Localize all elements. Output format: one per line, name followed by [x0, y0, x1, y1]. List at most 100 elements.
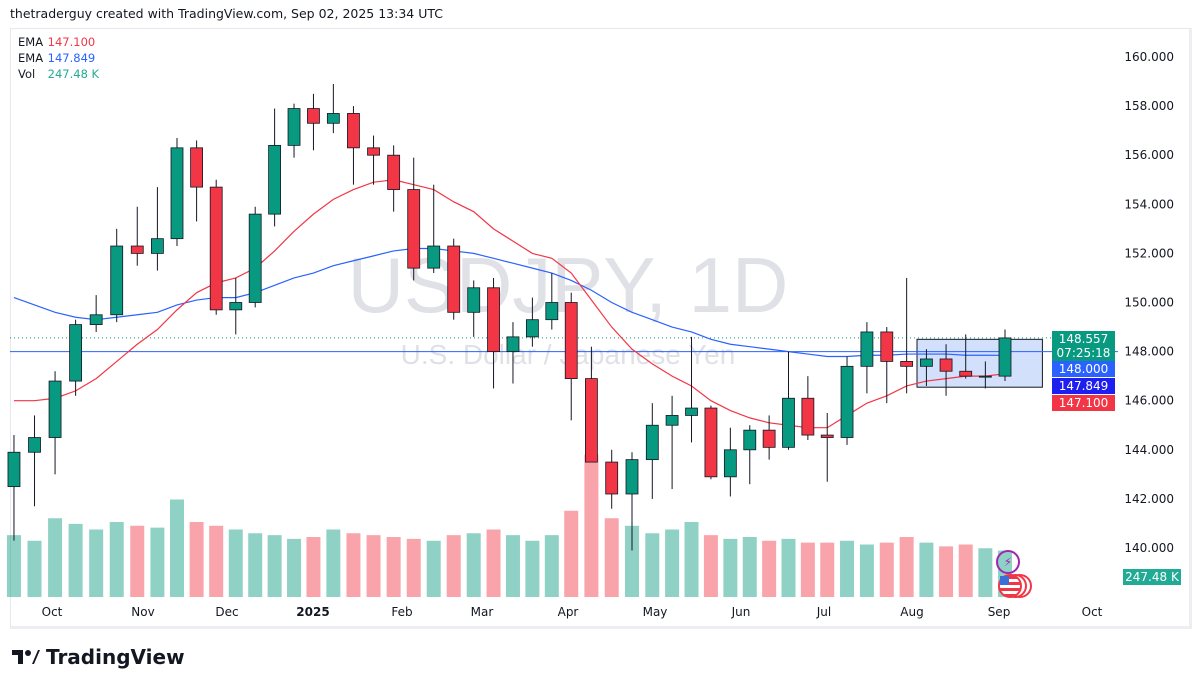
x-tick-label: Feb: [391, 605, 412, 619]
volume-bar: [189, 522, 204, 597]
y-tick-label: 154.000: [1124, 197, 1174, 211]
volume-bar: [267, 535, 282, 597]
candle-body: [998, 337, 1012, 377]
volume-bar: [306, 537, 321, 597]
ema50-price-tag: 147.100: [1052, 395, 1115, 411]
y-tick-label: 152.000: [1124, 246, 1174, 260]
volume-bar: [209, 525, 224, 597]
candle-body: [209, 186, 223, 311]
legend-volume[interactable]: Vol 247.48 K: [18, 67, 100, 81]
candle-body: [307, 108, 320, 124]
volume-bar: [248, 533, 263, 597]
volume-bar: [544, 535, 559, 597]
x-tick-label: Jun: [731, 605, 751, 619]
volume-bar: [287, 538, 302, 597]
volume-bar: [48, 518, 63, 597]
volume-bar: [625, 525, 639, 597]
volume-bar: [150, 527, 165, 597]
candle-body: [367, 147, 380, 156]
candle-body: [170, 147, 184, 240]
x-tick-label: Dec: [215, 605, 238, 619]
volume-bar: [525, 540, 540, 597]
volume-bar: [584, 454, 599, 597]
candle-body: [387, 154, 401, 190]
volume-bar: [386, 537, 401, 597]
candle-body: [150, 238, 164, 254]
volume-bar: [130, 525, 145, 597]
candle-body: [564, 302, 578, 380]
candle-body: [840, 365, 854, 438]
chart-frame[interactable]: [10, 28, 1192, 629]
volume-bar: [958, 544, 973, 597]
candle-body: [69, 324, 83, 382]
candle-body: [743, 429, 757, 451]
volume-bar: [762, 540, 777, 597]
bar-countdown: 07:25:18: [1056, 346, 1111, 360]
volume-bar: [978, 548, 993, 597]
candle-body: [229, 302, 243, 311]
candle-body: [801, 397, 815, 436]
y-tick-label: 148.000: [1124, 345, 1174, 359]
tradingview-logo[interactable]: TradingView: [12, 645, 185, 669]
us-flag-events-icon[interactable]: [998, 574, 1032, 598]
brand-name: TradingView: [46, 645, 185, 669]
candle-body: [7, 451, 21, 488]
volume-bar: [684, 522, 699, 597]
candle-body: [110, 245, 124, 316]
volume-bar: [68, 523, 83, 597]
candle-body: [920, 358, 933, 367]
x-tick-label: 2025: [296, 605, 329, 619]
y-tick-label: 140.000: [1124, 541, 1174, 555]
volume-bar: [366, 535, 381, 597]
legend-ema200[interactable]: EMA 147.849: [18, 51, 96, 65]
volume-bar: [859, 544, 874, 597]
y-tick-label: 146.000: [1124, 394, 1174, 408]
legend-ema50[interactable]: EMA 147.100: [18, 35, 96, 49]
volume-bar: [426, 540, 441, 597]
candle-body: [525, 319, 539, 338]
candle-body: [545, 302, 559, 321]
candle-body: [326, 113, 340, 124]
last-price-value: 148.557: [1058, 332, 1109, 346]
candle-body: [190, 147, 204, 188]
volume-bar: [820, 542, 835, 597]
volume-bar: [723, 538, 738, 597]
candle-body: [407, 189, 421, 269]
candle-body: [89, 314, 103, 325]
y-tick-label: 160.000: [1124, 50, 1174, 64]
candle-body: [704, 407, 718, 478]
volume-bar: [939, 546, 954, 597]
x-tick-label: Oct: [42, 605, 63, 619]
lightning-event-icon[interactable]: ⚡: [996, 550, 1020, 574]
ema200-line: [13, 247, 1006, 358]
candle-body: [506, 336, 520, 352]
candle-body: [487, 287, 500, 352]
volume-bar: [170, 499, 184, 597]
volume-bar: [781, 538, 796, 597]
candle-body: [900, 361, 914, 367]
candle-body: [28, 437, 41, 453]
candle-body: [130, 245, 144, 254]
candle-body: [939, 358, 953, 372]
volume-bar: [564, 510, 579, 597]
candle-body: [248, 213, 262, 303]
candle-body: [447, 245, 461, 313]
x-tick-label: Oct: [1082, 605, 1103, 619]
volume-bar: [346, 533, 361, 597]
candle-body: [959, 370, 973, 377]
candle-body: [880, 331, 894, 362]
volume-bar: [703, 535, 718, 597]
volume-bar: [879, 542, 894, 597]
volume-bar: [665, 529, 680, 597]
candle-body: [645, 424, 659, 461]
volume-bar: [919, 542, 934, 597]
volume-bar: [466, 533, 481, 597]
volume-bar: [899, 537, 914, 597]
attribution: thetraderguy created with TradingView.co…: [10, 6, 444, 21]
candle-body: [48, 380, 62, 438]
y-tick-label: 142.000: [1124, 492, 1174, 506]
volume-bar: [840, 540, 855, 597]
volume-bar: [6, 535, 21, 597]
y-tick-label: 158.000: [1124, 99, 1174, 113]
